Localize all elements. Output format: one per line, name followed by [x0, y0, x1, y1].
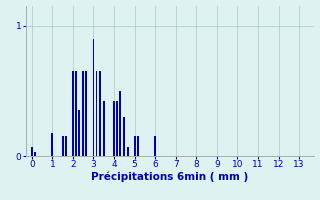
X-axis label: Précipitations 6min ( mm ): Précipitations 6min ( mm ) [91, 172, 248, 182]
Bar [72, 71, 74, 156]
Bar [34, 152, 36, 156]
Bar [137, 136, 139, 156]
Bar [62, 136, 64, 156]
Bar [154, 136, 156, 156]
Bar [116, 101, 118, 156]
Bar [119, 91, 121, 156]
Bar [103, 101, 105, 156]
Bar [99, 71, 100, 156]
Bar [124, 117, 125, 156]
Bar [128, 147, 129, 156]
Bar [92, 39, 94, 156]
Bar [31, 147, 33, 156]
Bar [134, 136, 136, 156]
Bar [75, 71, 77, 156]
Bar [113, 101, 115, 156]
Bar [126, 147, 128, 156]
Bar [52, 133, 53, 156]
Bar [65, 136, 67, 156]
Bar [78, 110, 80, 156]
Bar [82, 71, 84, 156]
Bar [85, 71, 87, 156]
Bar [96, 71, 98, 156]
